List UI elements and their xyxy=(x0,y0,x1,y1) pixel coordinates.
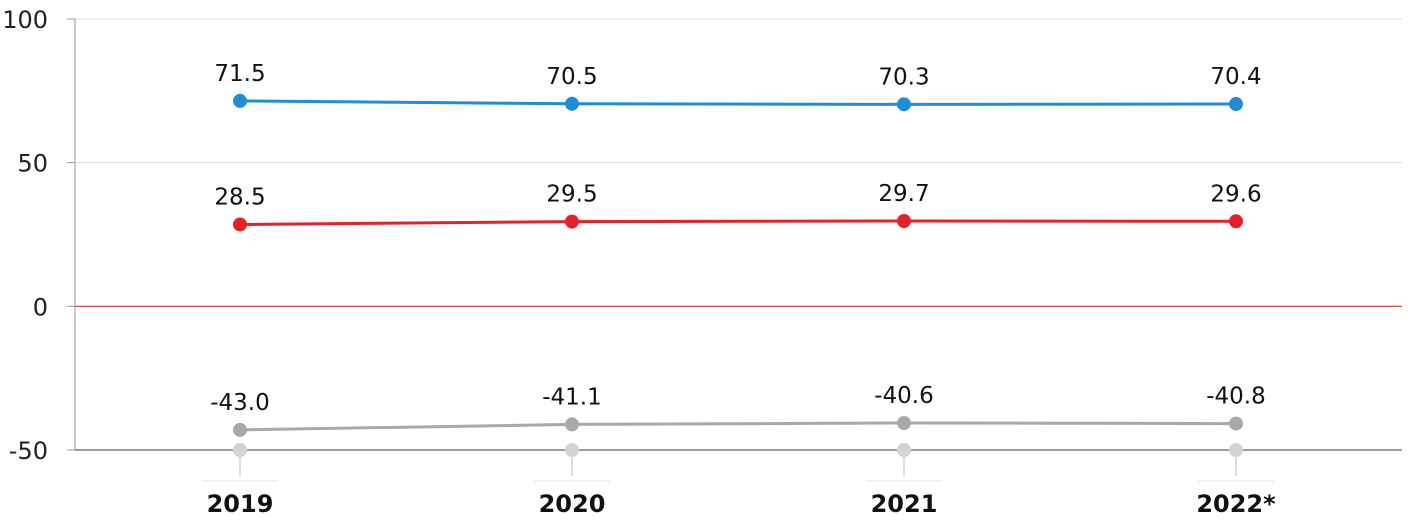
data-point xyxy=(233,217,247,232)
data-label: -40.6 xyxy=(874,383,934,409)
baseline-marker xyxy=(565,443,579,457)
x-tick-label: 2020 xyxy=(539,490,606,518)
data-label: -40.8 xyxy=(1206,384,1266,410)
series-2: 28.5 29.5 29.7 29.6 xyxy=(214,181,1262,232)
y-tick-label: 50 xyxy=(17,150,48,178)
axes xyxy=(67,18,1402,482)
data-label: -43.0 xyxy=(210,390,270,416)
series-line xyxy=(239,99,1237,106)
series-1: 71.5 70.5 70.3 70.4 xyxy=(214,61,1262,112)
series-3: -43.0 -41.1 -40.6 -40.8 xyxy=(210,383,1266,437)
data-point xyxy=(233,93,247,108)
data-point xyxy=(565,214,579,229)
data-label: -41.1 xyxy=(542,384,602,410)
data-label: 29.5 xyxy=(546,182,597,208)
data-point xyxy=(565,96,579,111)
data-point xyxy=(1229,214,1243,229)
series-line xyxy=(239,219,1237,226)
series-line xyxy=(239,421,1237,432)
x-tick-label: 2022* xyxy=(1196,490,1276,518)
baseline-marker xyxy=(233,443,247,457)
data-point xyxy=(1229,97,1243,112)
data-point xyxy=(1229,416,1243,431)
x-tick-label: 2019 xyxy=(207,490,274,518)
baseline-marker xyxy=(897,443,911,457)
data-point xyxy=(233,422,247,437)
data-point xyxy=(897,415,911,430)
gridlines xyxy=(75,18,1402,307)
data-label: 28.5 xyxy=(214,184,265,210)
series-group: 71.5 70.5 70.3 70.4 28.5 29.5 29.7 29.6 -43.0 -41… xyxy=(210,61,1266,437)
x-tick-label: 2021 xyxy=(871,490,938,518)
y-tick-label: 0 xyxy=(33,293,48,321)
data-label: 29.6 xyxy=(1210,181,1261,207)
y-axis-tick-labels: 100 50 0 -50 xyxy=(2,6,48,465)
data-point xyxy=(897,97,911,112)
data-label: 71.5 xyxy=(214,61,265,87)
y-tick-label: 100 xyxy=(2,6,48,34)
y-tick-label: -50 xyxy=(9,437,48,465)
data-label: 70.4 xyxy=(1210,64,1261,90)
data-label: 29.7 xyxy=(878,181,929,207)
data-label: 70.3 xyxy=(878,64,929,90)
data-label: 70.5 xyxy=(546,64,597,90)
data-point xyxy=(897,213,911,228)
data-point xyxy=(565,417,579,432)
x-axis-tick-labels: 2019 2020 2021 2022* xyxy=(207,490,1277,518)
baseline-marker xyxy=(1229,443,1243,457)
